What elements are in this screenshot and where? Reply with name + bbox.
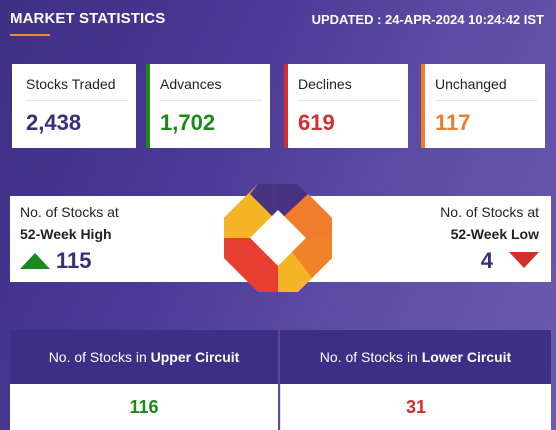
week52-low-value: 4 xyxy=(480,248,493,273)
page-title: MARKET STATISTICS xyxy=(10,10,166,27)
stat-value: 117 xyxy=(435,110,471,135)
stat-label: Declines xyxy=(298,76,352,92)
upper-circuit-value[interactable]: 116 xyxy=(10,384,278,430)
week52-high-label: No. of Stocks at xyxy=(20,204,119,220)
lower-circuit-value[interactable]: 31 xyxy=(280,384,551,430)
circuit-table: No. of Stocks in Upper Circuit No. of St… xyxy=(10,330,551,430)
week52-high-title: 52-Week High xyxy=(20,226,112,242)
stat-card-unchanged[interactable]: Unchanged 117 xyxy=(421,64,545,148)
week52-high[interactable]: No. of Stocks at 52-Week High 115 xyxy=(20,204,119,274)
stat-cards: Stocks Traded 2,438 Advances 1,702 Decli… xyxy=(12,64,545,148)
upper-circuit-prefix: No. of Stocks in xyxy=(48,349,147,365)
divider xyxy=(160,100,262,101)
week52-low-label: No. of Stocks at xyxy=(440,204,539,220)
stat-value: 1,702 xyxy=(160,110,216,135)
title-underline xyxy=(10,34,50,36)
stat-card-stocks-traded[interactable]: Stocks Traded 2,438 xyxy=(12,64,136,148)
week52-low[interactable]: No. of Stocks at 52-Week Low 4 xyxy=(440,204,539,274)
stat-value: 2,438 xyxy=(26,110,82,135)
arrow-down-icon xyxy=(509,252,539,268)
divider xyxy=(298,100,400,101)
week52-low-title: 52-Week Low xyxy=(450,226,539,242)
updated-timestamp: UPDATED : 24-APR-2024 10:24:42 IST xyxy=(311,12,544,27)
stat-label: Advances xyxy=(160,76,222,92)
week52-high-value: 115 xyxy=(56,248,92,273)
arrow-up-icon xyxy=(20,253,50,269)
upper-circuit-header: No. of Stocks in Upper Circuit xyxy=(10,330,278,384)
upper-circuit-strong: Upper Circuit xyxy=(150,349,240,365)
stat-card-advances[interactable]: Advances 1,702 xyxy=(146,64,270,148)
divider xyxy=(26,100,128,101)
octagon-logo-icon xyxy=(224,184,332,292)
stat-label: Stocks Traded xyxy=(26,76,116,92)
stat-value: 619 xyxy=(298,110,335,135)
lower-circuit-strong: Lower Circuit xyxy=(421,349,512,365)
divider xyxy=(435,100,537,101)
lower-circuit-prefix: No. of Stocks in xyxy=(319,349,418,365)
lower-circuit-header: No. of Stocks in Lower Circuit xyxy=(280,330,551,384)
header: MARKET STATISTICS UPDATED : 24-APR-2024 … xyxy=(10,10,546,36)
stat-card-declines[interactable]: Declines 619 xyxy=(284,64,408,148)
stat-label: Unchanged xyxy=(435,76,507,92)
